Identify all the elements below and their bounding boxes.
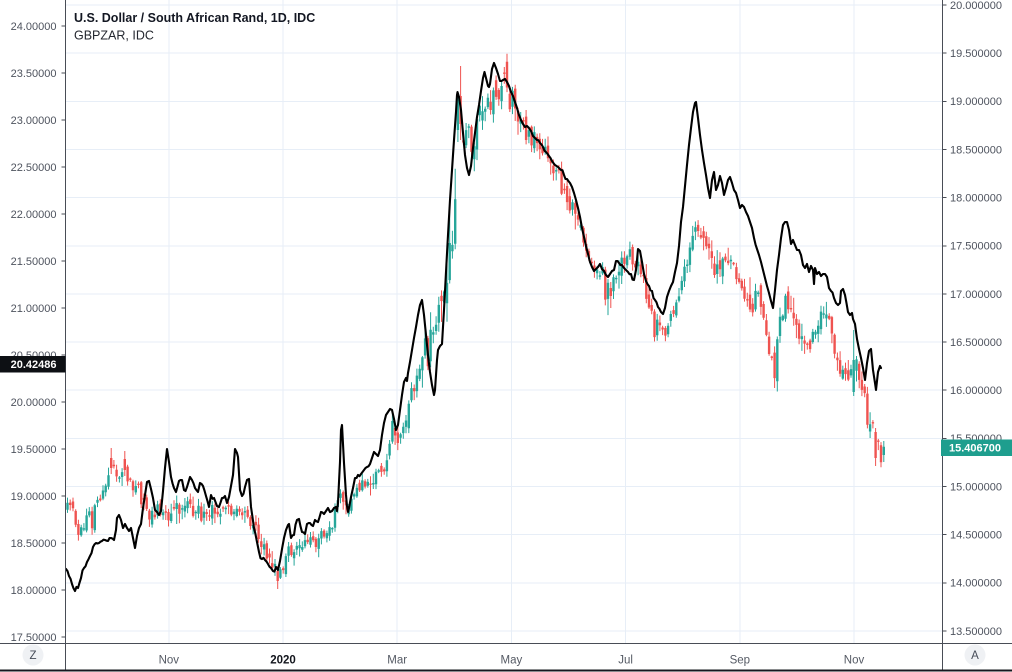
svg-text:18.500000: 18.500000 (950, 144, 1002, 156)
svg-text:19.00000: 19.00000 (11, 491, 57, 503)
svg-text:13.500000: 13.500000 (950, 626, 1002, 638)
svg-text:GBPZAR, IDC: GBPZAR, IDC (74, 29, 154, 43)
svg-text:23.50000: 23.50000 (11, 68, 57, 80)
svg-text:15.000000: 15.000000 (950, 481, 1002, 493)
svg-text:19.50000: 19.50000 (11, 444, 57, 456)
svg-text:16.500000: 16.500000 (950, 337, 1002, 349)
svg-text:Z: Z (29, 650, 36, 662)
svg-text:17.500000: 17.500000 (950, 241, 1002, 253)
svg-text:Nov: Nov (844, 655, 865, 667)
svg-text:20.000000: 20.000000 (950, 0, 1002, 12)
svg-text:U.S. Dollar / South African Ra: U.S. Dollar / South African Rand, 1D, ID… (74, 11, 315, 25)
svg-text:Jul: Jul (618, 655, 633, 667)
svg-text:May: May (501, 655, 523, 667)
svg-text:23.00000: 23.00000 (11, 115, 57, 127)
svg-text:19.000000: 19.000000 (950, 96, 1002, 108)
svg-text:21.50000: 21.50000 (11, 256, 57, 268)
svg-text:16.000000: 16.000000 (950, 385, 1002, 397)
svg-text:A: A (971, 650, 979, 662)
svg-text:17.50000: 17.50000 (11, 632, 57, 644)
svg-text:17.000000: 17.000000 (950, 289, 1002, 301)
svg-text:22.50000: 22.50000 (11, 162, 57, 174)
svg-text:19.500000: 19.500000 (950, 48, 1002, 60)
svg-text:20.42486: 20.42486 (11, 359, 57, 371)
svg-text:18.00000: 18.00000 (11, 585, 57, 597)
svg-text:22.00000: 22.00000 (11, 209, 57, 221)
svg-text:24.00000: 24.00000 (11, 21, 57, 33)
svg-text:20.00000: 20.00000 (11, 397, 57, 409)
svg-text:21.00000: 21.00000 (11, 303, 57, 315)
svg-text:Nov: Nov (159, 655, 180, 667)
svg-text:18.000000: 18.000000 (950, 193, 1002, 205)
svg-text:Mar: Mar (387, 655, 407, 667)
svg-text:14.000000: 14.000000 (950, 578, 1002, 590)
svg-text:18.50000: 18.50000 (11, 538, 57, 550)
svg-text:14.500000: 14.500000 (950, 530, 1002, 542)
svg-text:15.406700: 15.406700 (949, 443, 1001, 455)
svg-text:Sep: Sep (730, 655, 750, 667)
svg-text:2020: 2020 (270, 655, 296, 667)
